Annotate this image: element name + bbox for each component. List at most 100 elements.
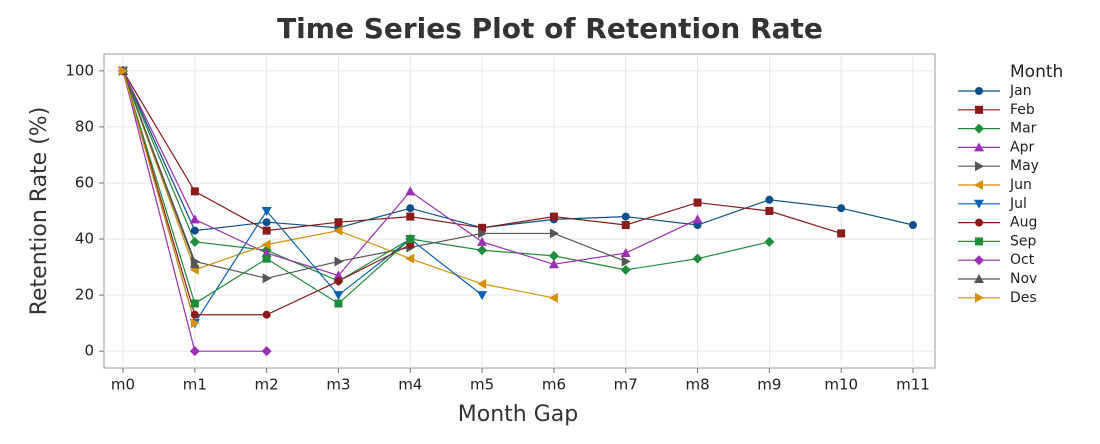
data-point [190, 318, 200, 329]
data-point [620, 264, 631, 275]
data-point [189, 236, 200, 247]
data-point [119, 65, 128, 76]
data-point [621, 212, 630, 221]
legend-label: Jun [1009, 177, 1032, 193]
legend-marker [974, 255, 984, 266]
data-point [406, 204, 415, 213]
x-tick-label: m7 [614, 376, 638, 394]
legend-marker [975, 161, 984, 172]
x-tick-label: m9 [757, 376, 781, 394]
y-tick-label: 40 [75, 230, 94, 248]
data-point [837, 204, 846, 213]
data-point [405, 186, 416, 196]
data-point [406, 212, 415, 221]
data-point [477, 291, 488, 301]
x-tick-label: m1 [183, 376, 207, 394]
legend-label: Oct [1010, 252, 1035, 268]
data-point [548, 259, 559, 269]
data-point [693, 198, 702, 207]
legend-marker [974, 142, 984, 152]
data-point [190, 310, 199, 319]
legend-label: Jul [1009, 196, 1027, 212]
legend-marker [975, 218, 983, 227]
data-point [620, 248, 631, 258]
data-point [333, 291, 344, 301]
data-point [692, 214, 703, 224]
x-axis-label: Month Gap [458, 402, 578, 427]
data-point [477, 236, 488, 246]
data-point [477, 278, 487, 289]
legend-label: Mar [1010, 121, 1037, 137]
data-point [405, 253, 415, 264]
legend-marker [975, 237, 983, 246]
y-tick-label: 0 [84, 342, 94, 360]
data-point [189, 259, 200, 269]
data-point [334, 299, 343, 308]
legend-label: Feb [1010, 102, 1035, 118]
legend-label: Jan [1009, 83, 1032, 99]
legend-marker [974, 180, 983, 190]
data-point [477, 245, 488, 256]
data-point [333, 225, 343, 236]
x-tick-label: m8 [685, 376, 709, 394]
y-tick-label: 20 [75, 286, 94, 304]
data-point [549, 212, 558, 221]
data-point [765, 195, 774, 204]
data-point [262, 226, 271, 235]
series-line [122, 70, 770, 282]
data-point [190, 226, 199, 235]
data-point [692, 253, 703, 264]
y-axis-label: Retention Rate (%) [27, 107, 52, 316]
data-point [262, 218, 271, 227]
y-tick-label: 100 [65, 61, 94, 79]
x-tick-label: m11 [896, 376, 930, 394]
legend-marker [974, 274, 984, 283]
legend-marker [975, 105, 983, 114]
data-point [548, 292, 558, 303]
legend-marker [974, 199, 984, 209]
legend-marker [975, 292, 984, 303]
x-tick-label: m0 [111, 376, 135, 394]
y-tick-label: 60 [75, 173, 94, 191]
series-line [122, 70, 626, 279]
legend-label: May [1010, 158, 1039, 174]
y-tick-label: 80 [75, 117, 94, 135]
data-point [261, 346, 272, 357]
data-point [621, 256, 631, 267]
data-point [621, 221, 630, 230]
data-point [549, 228, 559, 239]
data-point [262, 273, 272, 284]
data-point [189, 346, 200, 357]
data-point [764, 236, 775, 247]
data-point [334, 218, 343, 227]
data-point [478, 228, 488, 239]
data-point [190, 299, 199, 308]
data-point [261, 239, 271, 250]
series-line [122, 70, 196, 324]
x-tick-label: m5 [470, 376, 494, 394]
x-tick-label: m2 [255, 376, 279, 394]
data-point [262, 254, 271, 263]
data-point [262, 310, 271, 319]
legend-label: Aug [1010, 215, 1037, 231]
data-point [765, 207, 774, 215]
legend-label: Apr [1010, 139, 1034, 155]
legend-label: Des [1010, 290, 1037, 306]
data-point [189, 214, 200, 224]
x-tick-label: m3 [326, 376, 350, 394]
legend-label: Nov [1010, 271, 1037, 287]
data-point [190, 187, 199, 196]
data-point [334, 277, 343, 286]
data-point [333, 270, 344, 280]
chart-title: Time Series Plot of Retention Rate [277, 12, 823, 45]
data-point [837, 229, 846, 238]
x-tick-label: m6 [542, 376, 566, 394]
x-tick-label: m4 [398, 376, 422, 394]
data-point [909, 221, 917, 230]
data-point [261, 207, 272, 216]
legend-marker [975, 87, 983, 95]
data-point [334, 256, 344, 267]
data-point [548, 250, 559, 261]
legend-label: Sep [1010, 233, 1037, 249]
